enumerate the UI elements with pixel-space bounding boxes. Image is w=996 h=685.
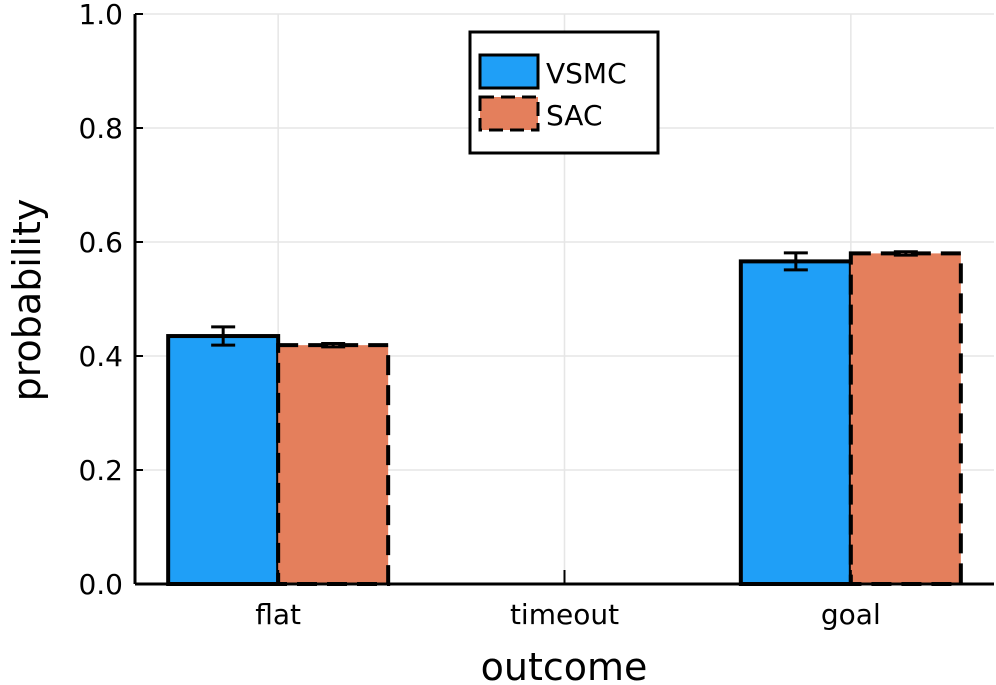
- legend-label-vsmc: VSMC: [546, 57, 627, 90]
- bar-sac-flat: [276, 343, 391, 587]
- legend-swatch-sac: [478, 95, 540, 132]
- legend: VSMC SAC: [468, 30, 660, 155]
- error-bar-vsmc-goal: [783, 251, 808, 272]
- y-tick-label: 0.2: [78, 454, 123, 487]
- bar-sac-goal: [848, 251, 963, 586]
- y-tick-label: 0.6: [78, 226, 123, 259]
- x-tick-label: flat: [255, 598, 301, 631]
- y-tick-label: 1.0: [78, 0, 123, 31]
- y-tick-label: 0.4: [78, 340, 123, 373]
- x-tick-label: timeout: [510, 598, 619, 631]
- legend-box: [468, 30, 660, 155]
- legend-label-sac: SAC: [546, 99, 603, 132]
- error-bar-sac-goal: [893, 250, 918, 257]
- y-ticks: 0.0 0.2 0.4 0.6 0.8 1.0: [78, 0, 143, 601]
- x-ticks: flat timeout goal: [255, 570, 881, 631]
- y-tick-label: 0.8: [78, 112, 123, 145]
- bars: [166, 250, 963, 587]
- error-bar-vsmc-flat: [211, 325, 236, 347]
- y-axis-title: probability: [5, 199, 49, 402]
- bar-vsmc-flat: [166, 334, 281, 586]
- x-tick-label: goal: [821, 598, 881, 631]
- legend-swatch-vsmc: [478, 53, 540, 90]
- error-bar-sac-flat: [321, 341, 346, 349]
- bar-vsmc-goal: [738, 259, 853, 586]
- x-axis-title: outcome: [481, 645, 648, 685]
- y-tick-label: 0.0: [78, 568, 123, 601]
